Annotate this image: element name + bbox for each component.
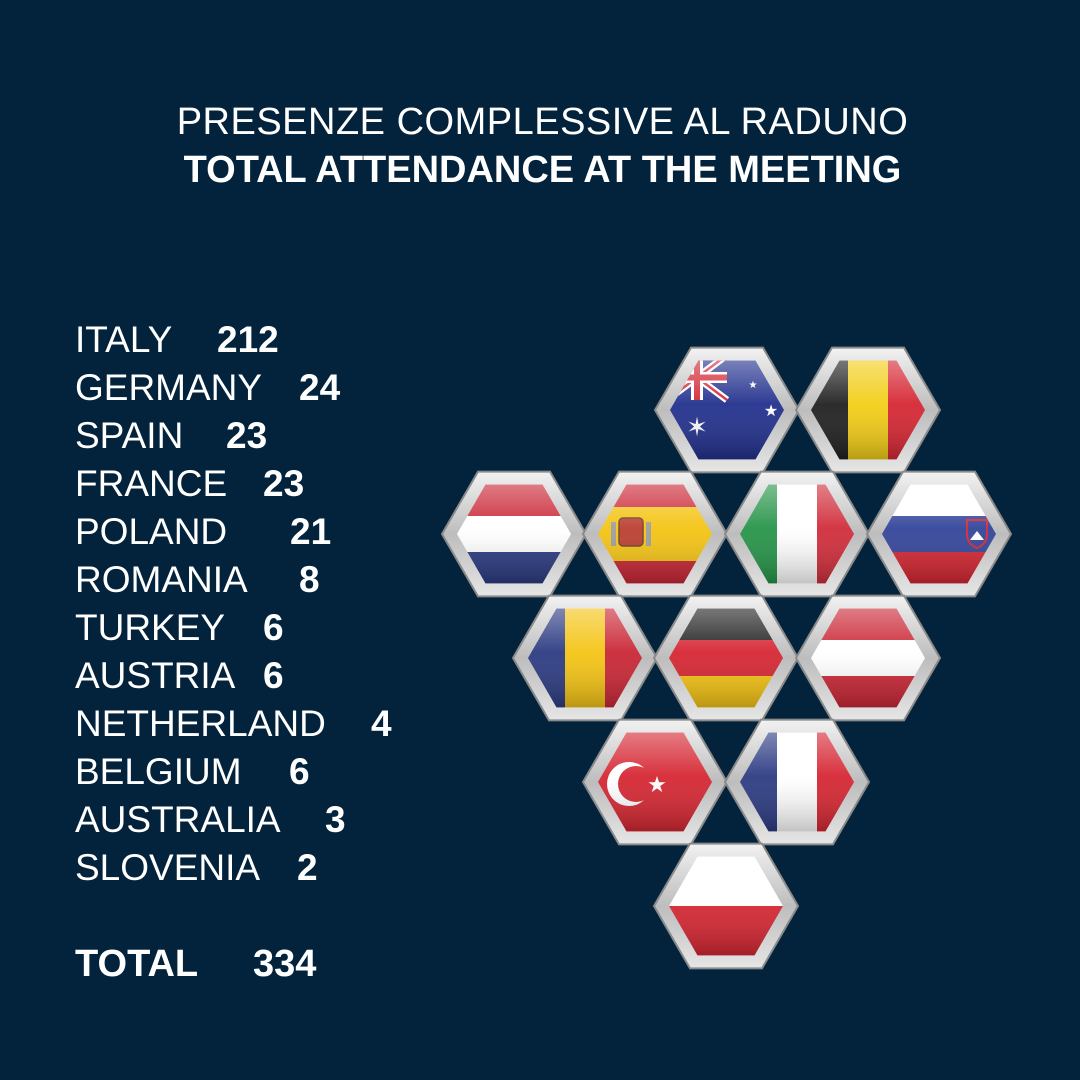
list-item-slovenia: SLOVENIA 2 [75, 844, 318, 892]
country-label: TURKEY [75, 607, 226, 648]
total-row: TOTAL 334 [75, 940, 316, 988]
country-label: ITALY [75, 319, 173, 360]
country-label: NETHERLAND [75, 703, 326, 744]
spain-flag-icon [581, 470, 729, 598]
total-value: 334 [253, 943, 317, 985]
list-item-france: FRANCE 23 [75, 460, 304, 508]
attendance-count: 3 [325, 799, 346, 840]
country-label: FRANCE [75, 463, 228, 504]
country-label: SLOVENIA [75, 847, 261, 888]
list-item-italy: ITALY 212 [75, 316, 279, 364]
list-item-poland: POLAND 21 [75, 508, 331, 556]
list-item-netherland: NETHERLAND 4 [75, 700, 392, 748]
france-flag-icon [723, 718, 871, 846]
attendance-count: 24 [299, 367, 341, 408]
attendance-count: 23 [263, 463, 305, 504]
attendance-count: 6 [263, 607, 284, 648]
belgium-flag-icon [794, 346, 942, 474]
total-label: TOTAL [75, 943, 199, 985]
country-label: AUSTRIA [75, 655, 236, 696]
country-label: BELGIUM [75, 751, 242, 792]
country-label: SPAIN [75, 415, 184, 456]
attendance-count: 4 [371, 703, 392, 744]
turkey-flag-icon: ★ [581, 718, 729, 846]
poland-flag-icon [652, 842, 800, 970]
attendance-count: 6 [263, 655, 284, 696]
title-italian: PRESENZE COMPLESSIVE AL RADUNO [176, 101, 909, 143]
attendance-count: 2 [297, 847, 318, 888]
country-label: AUSTRALIA [75, 799, 281, 840]
germany-flag-icon [652, 594, 800, 722]
attendance-count: 21 [290, 511, 332, 552]
list-item-turkey: TURKEY 6 [75, 604, 284, 652]
country-label: GERMANY [75, 367, 263, 408]
list-item-germany: GERMANY 24 [75, 364, 340, 412]
italy-flag-icon [723, 470, 871, 598]
list-item-belgium: BELGIUM 6 [75, 748, 310, 796]
page-header: PRESENZE COMPLESSIVE AL RADUNO TOTAL ATT… [0, 98, 1080, 194]
romania-flag-icon [511, 594, 659, 722]
list-item-romania: ROMANIA 8 [75, 556, 320, 604]
attendance-count: 6 [289, 751, 310, 792]
austria-flag-icon [794, 594, 942, 722]
australia-flag-icon: ✶ ★ ★ [653, 346, 801, 474]
country-label: ROMANIA [75, 559, 248, 600]
title-english: TOTAL ATTENDANCE AT THE MEETING [183, 149, 902, 191]
list-item-spain: SPAIN 23 [75, 412, 267, 460]
list-item-austria: AUSTRIA 6 [75, 652, 284, 700]
attendance-count: 8 [299, 559, 320, 600]
netherlands-flag-icon [440, 470, 588, 598]
country-label: POLAND [75, 511, 228, 552]
attendance-count: 212 [217, 319, 279, 360]
slovenia-flag-icon [865, 470, 1013, 598]
list-item-australia: AUSTRALIA 3 [75, 796, 346, 844]
attendance-count: 23 [226, 415, 268, 456]
